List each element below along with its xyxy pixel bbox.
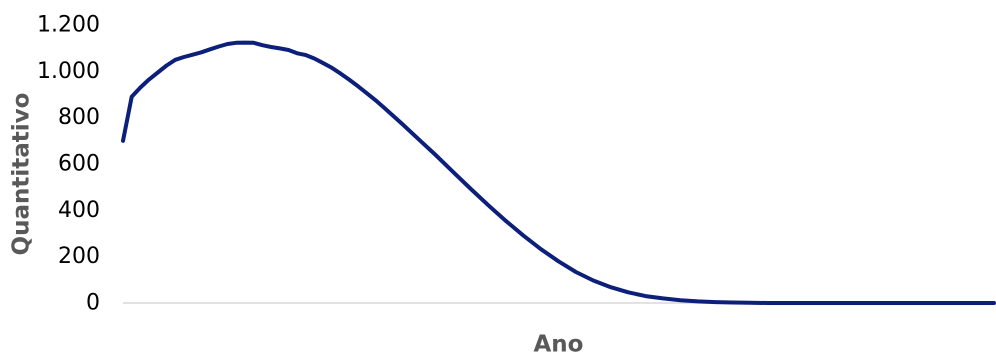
y-tick-label: 200 xyxy=(58,244,100,269)
y-tick-label: 1.000 xyxy=(37,59,100,84)
y-tick-label: 1.200 xyxy=(37,13,100,38)
y-tick-label: 800 xyxy=(58,105,100,130)
series-line xyxy=(121,40,996,305)
y-tick-label: 0 xyxy=(86,291,100,316)
y-tick-label: 400 xyxy=(58,198,100,223)
y-axis-title: Quantitativo xyxy=(9,93,35,256)
x-axis-title: Ano xyxy=(534,332,584,358)
y-tick-label: 600 xyxy=(58,152,100,177)
y-axis-tick-labels: 0 200 400 600 800 1.000 1.200 xyxy=(37,13,100,316)
